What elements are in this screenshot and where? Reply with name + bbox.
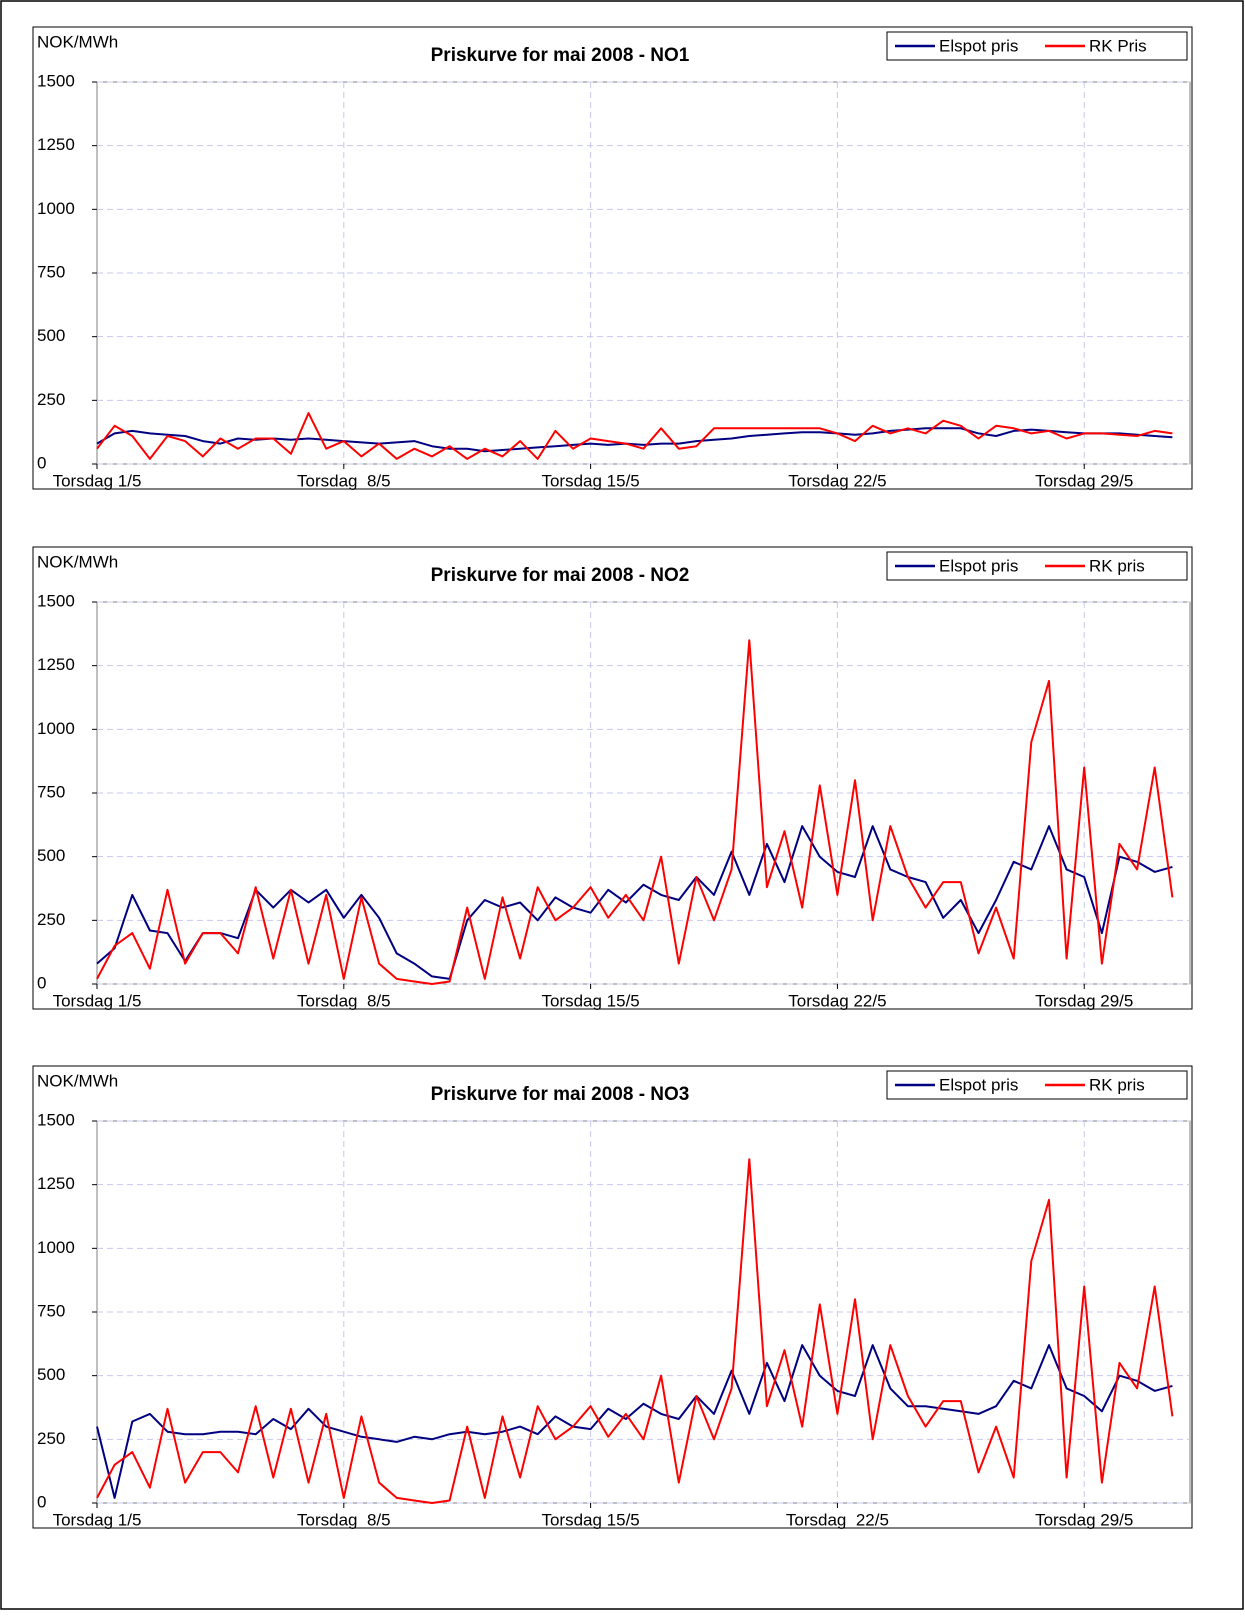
legend-label: Elspot pris	[939, 1075, 1018, 1094]
y-tick-label: 1500	[37, 591, 75, 610]
x-tick-label: Torsdag 15/5	[541, 1510, 639, 1529]
line-series	[96, 427, 1173, 453]
y-tick-label: 750	[37, 262, 65, 281]
chart-title: Priskurve for mai 2008 - NO2	[431, 565, 690, 586]
y-tick-label: 1000	[37, 719, 75, 738]
line-series	[96, 1344, 1173, 1499]
y-tick-label: 250	[37, 390, 65, 409]
x-tick-label: Torsdag 1/5	[53, 471, 142, 490]
y-tick-label: 500	[37, 326, 65, 345]
y-tick-label: 500	[37, 846, 65, 865]
y-tick-label: 1250	[37, 655, 75, 674]
x-tick-label: Torsdag 8/5	[297, 991, 391, 1010]
x-tick-label: Torsdag 15/5	[541, 991, 639, 1010]
x-tick-label: Torsdag 22/5	[786, 1510, 889, 1529]
y-tick-label: 1250	[37, 1174, 75, 1193]
x-tick-label: Torsdag 15/5	[541, 471, 639, 490]
x-tick-label: Torsdag 22/5	[788, 471, 886, 490]
legend-label: Elspot pris	[939, 36, 1018, 55]
line-series	[96, 412, 1173, 460]
legend-label: RK Pris	[1089, 36, 1147, 55]
y-tick-label: 250	[37, 910, 65, 929]
x-tick-label: Torsdag 8/5	[297, 471, 391, 490]
y-tick-label: 250	[37, 1429, 65, 1448]
legend-label: Elspot pris	[939, 556, 1018, 575]
line-series	[96, 639, 1174, 985]
chart-title: Priskurve for mai 2008 - NO3	[431, 1084, 690, 1105]
y-tick-label: 750	[37, 1301, 65, 1320]
y-tick-label: 0	[37, 453, 46, 472]
legend-box	[886, 31, 1188, 61]
x-tick-label: Torsdag 1/5	[53, 991, 142, 1010]
line-series	[96, 1158, 1174, 1504]
y-axis-label: NOK/MWh	[37, 552, 118, 571]
x-tick-label: Torsdag 1/5	[53, 1510, 142, 1529]
y-tick-label: 0	[37, 1492, 46, 1511]
y-tick-label: 1000	[37, 1238, 75, 1257]
y-tick-label: 1250	[37, 135, 75, 154]
y-tick-label: 1500	[37, 1110, 75, 1129]
y-tick-label: 0	[37, 973, 46, 992]
y-tick-label: 1500	[37, 71, 75, 90]
legend-box	[886, 1070, 1188, 1100]
x-tick-label: Torsdag 22/5	[788, 991, 886, 1010]
legend-label: RK pris	[1089, 1075, 1145, 1094]
y-tick-label: 1000	[37, 199, 75, 218]
y-tick-label: 500	[37, 1365, 65, 1384]
x-tick-label: Torsdag 29/5	[1035, 471, 1133, 490]
chart-title: Priskurve for mai 2008 - NO1	[431, 45, 690, 66]
x-tick-label: Torsdag 29/5	[1035, 991, 1133, 1010]
y-axis-label: NOK/MWh	[37, 1071, 118, 1090]
line-series	[96, 825, 1173, 980]
x-tick-label: Torsdag 29/5	[1035, 1510, 1133, 1529]
y-tick-label: 750	[37, 782, 65, 801]
legend-label: RK pris	[1089, 556, 1145, 575]
y-axis-label: NOK/MWh	[37, 32, 118, 51]
x-tick-label: Torsdag 8/5	[297, 1510, 391, 1529]
legend-box	[886, 551, 1188, 581]
